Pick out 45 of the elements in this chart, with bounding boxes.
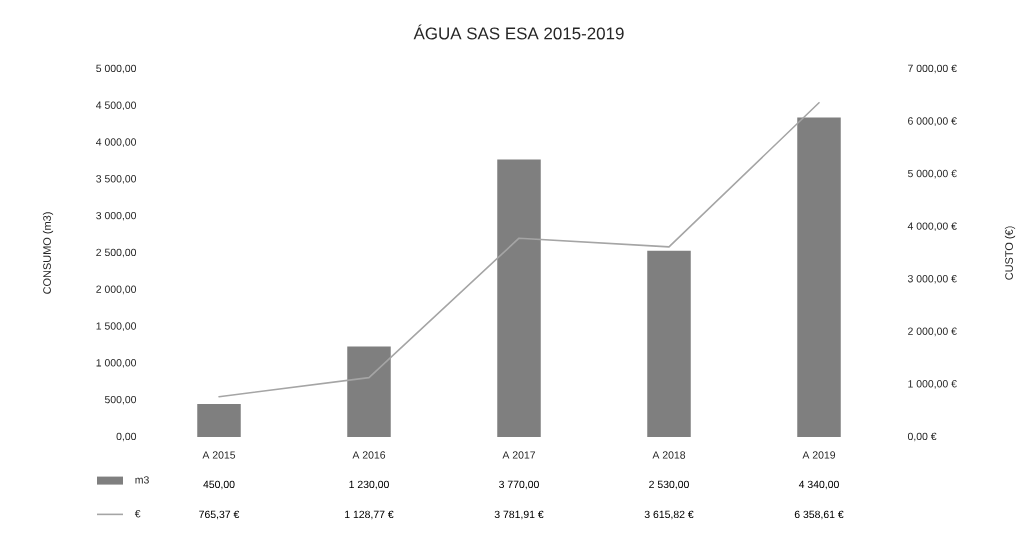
chart-title: ÁGUA SAS ESA 2015-2019 xyxy=(413,24,624,40)
y2-tick-label: 4 000,00 € xyxy=(907,222,957,232)
bar xyxy=(797,117,841,437)
data-label: 3 781,91 € xyxy=(494,510,544,520)
y-tick-label: 5 000,00 xyxy=(96,64,137,74)
y-tick-label: 1 500,00 xyxy=(96,322,137,331)
y-tick-label: 0,00 xyxy=(116,432,137,442)
bar xyxy=(647,250,691,437)
y-tick-label: 3 500,00 xyxy=(96,175,137,184)
data-label: 2 530,00 xyxy=(649,480,689,490)
y2-tick-label: 2 000,00 € xyxy=(908,327,957,337)
y2-tick-label: 1 000,00 € xyxy=(908,380,957,389)
data-label: 4 340,00 xyxy=(798,480,839,490)
legend-label: m3 xyxy=(135,476,149,484)
data-label: 1 128,77 € xyxy=(345,510,394,520)
y-axis-title: CONSUMO (m3) xyxy=(42,212,54,294)
y2-axis-title: CUSTO (€) xyxy=(1004,226,1016,280)
y2-tick-label: 0,00 € xyxy=(907,432,937,442)
legend-label: € xyxy=(134,509,141,518)
y2-tick-label: 5 000,00 € xyxy=(907,169,957,179)
y2-tick-label: 7 000,00 € xyxy=(908,64,957,74)
y-tick-label: 2 500,00 xyxy=(96,248,137,258)
x-tick-label: A 2016 xyxy=(352,451,386,459)
x-tick-label: A 2015 xyxy=(202,451,236,459)
bar xyxy=(197,403,241,437)
x-tick-label: A 2018 xyxy=(652,451,686,459)
y-tick-label: 3 000,00 xyxy=(96,211,137,221)
line-series xyxy=(218,101,820,398)
data-label: 6 358,61 € xyxy=(794,510,844,520)
data-label: 1 230,00 xyxy=(349,480,389,490)
y-tick-label: 4 000,00 xyxy=(95,138,137,147)
y-tick-label: 2 000,00 xyxy=(96,285,137,295)
y2-tick-label: 3 000,00 € xyxy=(907,274,957,284)
data-label: 450,00 xyxy=(203,480,235,490)
data-label: 3 770,00 xyxy=(499,480,539,490)
y-tick-label: 1 000,00 xyxy=(96,359,137,368)
x-tick-label: A 2017 xyxy=(502,451,536,459)
y-tick-label: 4 500,00 xyxy=(95,101,137,111)
data-label: 3 615,82 € xyxy=(644,510,694,520)
y2-tick-label: 6 000,00 € xyxy=(908,117,957,126)
x-tick-label: A 2019 xyxy=(802,451,836,459)
y-tick-label: 500,00 xyxy=(104,395,137,405)
data-label: 765,37 € xyxy=(199,510,240,520)
bar xyxy=(347,346,391,437)
bar xyxy=(497,159,541,437)
